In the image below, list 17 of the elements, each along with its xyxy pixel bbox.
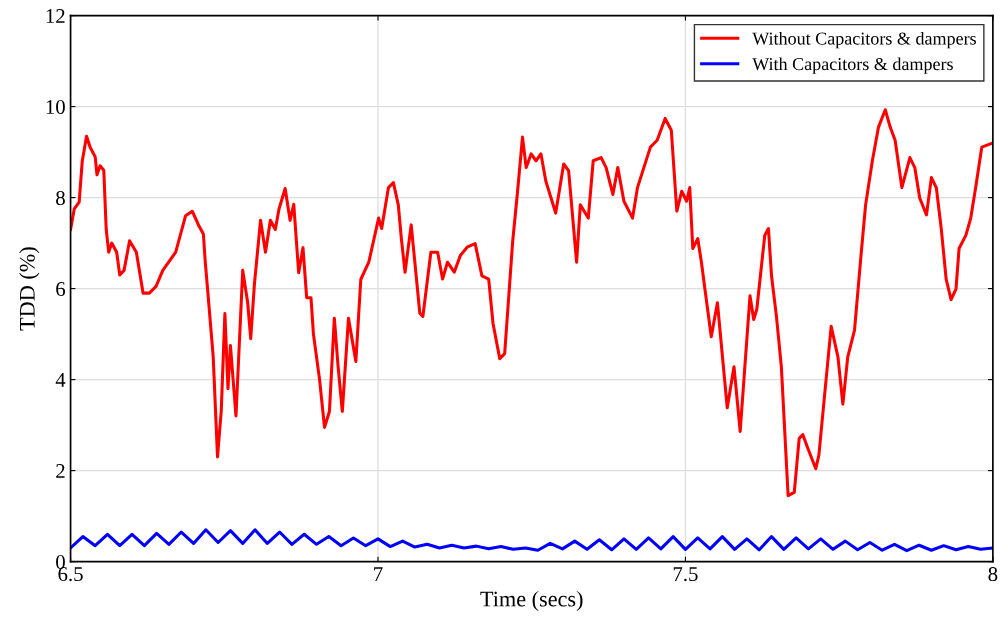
y-tick-label: 4 (55, 373, 66, 387)
y-tick-label: 10 (46, 99, 65, 115)
y-axis-title: TDD (%) (19, 247, 40, 331)
x-tick-label: 7.5 (673, 567, 698, 582)
x-tick-label: 6.5 (58, 567, 83, 582)
x-tick-label: 7 (374, 567, 383, 581)
line-series (70, 528, 993, 553)
y-tick-label: 8 (56, 190, 65, 206)
y-tick-label: 12 (46, 9, 65, 23)
legend-label: With Capacitors & dampers (752, 57, 953, 74)
line-series (70, 108, 993, 498)
y-tick-label: 2 (56, 464, 65, 478)
x-axis-title: Time (secs) (480, 590, 583, 612)
y-tick-label: 0 (56, 554, 65, 570)
x-tick-label: 8 (988, 567, 998, 582)
y-tick-label: 6 (56, 282, 66, 297)
legend-label: Without Capacitors & dampers (752, 31, 976, 49)
